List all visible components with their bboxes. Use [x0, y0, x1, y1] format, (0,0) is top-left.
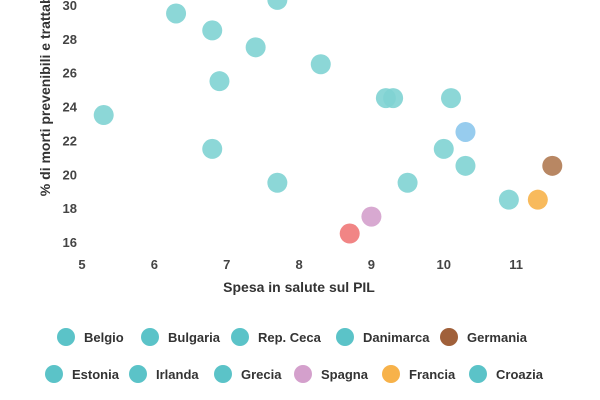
x-tick-label: 11	[509, 257, 523, 272]
y-tick-label: 22	[63, 133, 77, 148]
y-tick-label: 16	[63, 235, 77, 250]
data-point	[93, 105, 114, 126]
legend-label: Rep. Ceca	[258, 330, 322, 345]
data-point	[267, 172, 288, 193]
legend-marker	[57, 328, 75, 346]
y-tick-label: 24	[63, 100, 78, 115]
x-tick-label: 7	[223, 257, 230, 272]
data-point	[542, 155, 563, 176]
y-tick-label: 28	[63, 32, 77, 47]
legend-marker	[129, 365, 147, 383]
y-tick-label: 30	[63, 0, 77, 13]
x-tick-label: 8	[295, 257, 302, 272]
data-point	[498, 189, 519, 210]
legend-marker	[336, 328, 354, 346]
legend-label: Grecia	[241, 367, 282, 382]
legend-marker	[294, 365, 312, 383]
data-point	[433, 138, 454, 159]
legend-label: Belgio	[84, 330, 124, 345]
data-point	[455, 121, 476, 142]
data-point	[267, 0, 288, 10]
data-point	[397, 172, 418, 193]
x-tick-label: 10	[437, 257, 451, 272]
x-tick-label: 5	[78, 257, 85, 272]
data-point	[441, 88, 461, 109]
legend: Belgio Bulgaria Rep. Ceca Danimarca Germania…	[45, 328, 544, 383]
data-point	[455, 155, 476, 176]
y-tick-label: 18	[63, 201, 77, 216]
legend-label: Irlanda	[156, 367, 199, 382]
legend-label: Bulgaria	[168, 330, 221, 345]
legend-label: Danimarca	[363, 330, 430, 345]
data-point	[310, 54, 331, 75]
y-axis-title: % di morti prevenibili e trattabili	[37, 0, 53, 196]
legend-marker	[231, 328, 249, 346]
data-point	[245, 37, 266, 58]
x-axis-title: Spesa in salute sul PIL	[223, 279, 375, 295]
data-point	[339, 223, 360, 244]
legend-marker	[440, 328, 458, 346]
x-tick-label: 9	[368, 257, 375, 272]
legend-label: Germania	[467, 330, 528, 345]
x-axis-ticks: 5 6 7 8 9 10 11	[78, 257, 523, 272]
legend-marker	[382, 365, 400, 383]
legend-label: Croazia	[496, 367, 544, 382]
data-point	[202, 138, 223, 159]
legend-marker	[469, 365, 487, 383]
data-point	[527, 189, 548, 210]
y-tick-label: 26	[63, 66, 77, 81]
data-point	[361, 206, 382, 227]
y-tick-label: 20	[63, 167, 77, 182]
data-point	[166, 3, 187, 24]
legend-marker	[214, 365, 232, 383]
data-point	[209, 71, 230, 92]
x-tick-label: 6	[151, 257, 158, 272]
legend-marker	[141, 328, 159, 346]
data-points	[93, 0, 563, 244]
legend-label: Francia	[409, 367, 456, 382]
data-point	[383, 88, 404, 109]
y-axis-ticks: 16 18 20 22 24 26 28 30	[63, 0, 78, 250]
legend-label: Spagna	[321, 367, 369, 382]
legend-marker	[45, 365, 63, 383]
data-point	[202, 20, 223, 41]
legend-label: Estonia	[72, 367, 120, 382]
